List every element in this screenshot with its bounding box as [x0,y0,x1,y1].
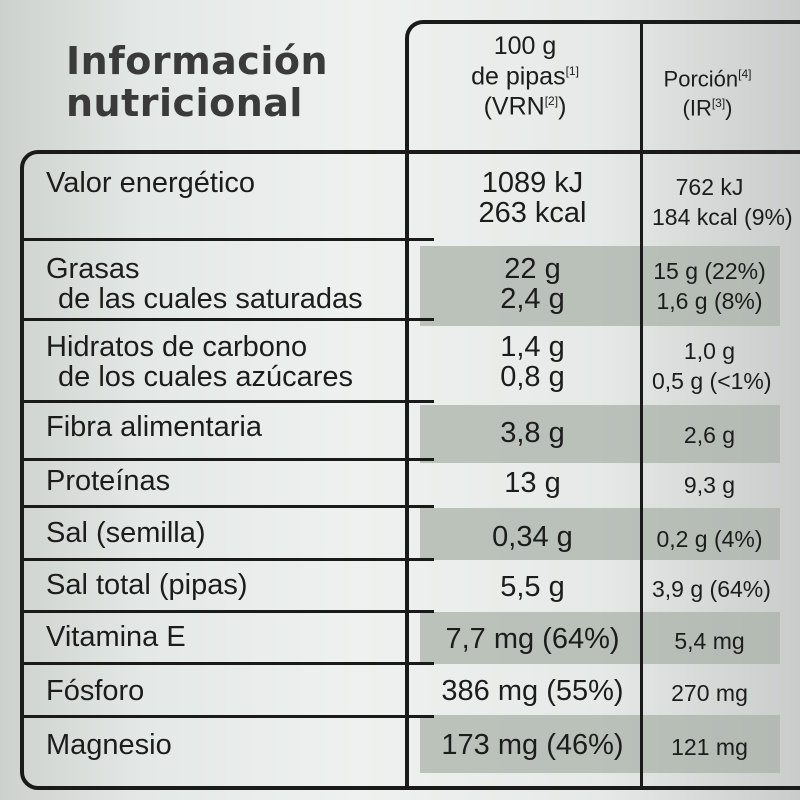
row-value-sal-semilla: 0,34 g [492,521,573,553]
row-divider [24,505,434,508]
col-divider-1 [405,150,409,790]
nutrition-table [20,150,800,790]
row-divider [24,610,434,613]
band-magnesio [420,715,780,773]
col-header-100g: 100 g de pipas[1] (VRN[2]) [471,32,579,121]
row-label-hidratos: Hidratos de carbono de los cuales azúcare… [46,331,353,393]
row-value-grasas: 22 g 2,4 g [500,253,565,315]
row-value-proteinas: 13 g [504,467,561,499]
band-fibra [420,405,780,463]
row-value-magnesio: 173 mg (46%) [441,729,624,761]
row-value-energy: 1089 kJ 263 kcal [478,167,587,229]
row-portion-sal-total: 3,9 g (64%) [652,576,771,602]
col-header-portion: Porción[4] (IR[3]) [663,66,752,121]
row-label-energy: Valor energético [46,167,256,199]
row-divider [24,400,434,403]
row-divider [24,238,434,241]
row-value-hidratos: 1,4 g 0,8 g [500,331,565,393]
row-label-magnesio: Magnesio [46,729,172,761]
row-divider [24,558,434,561]
row-label-grasas: Grasas de las cuales saturadas [46,253,363,315]
row-value-fibra: 3,8 g [500,417,565,449]
row-label-vitamina-e: Vitamina E [46,621,186,653]
row-divider [24,662,434,665]
row-value-vitamina-e: 7,7 mg (64%) [445,623,620,655]
row-label-fibra: Fibra alimentaria [46,411,262,443]
row-label-fosforo: Fósforo [46,675,145,707]
row-portion-hidratos: 1,0 g 0,5 g (<1%) [652,338,772,394]
row-portion-energy: 762 kJ 184 kcal (9%) [652,174,793,230]
band-grasas [420,246,780,326]
row-portion-fibra: 2,6 g [683,422,736,448]
table-title: Información nutricional [66,39,329,125]
row-label-proteinas: Proteínas [46,465,171,497]
row-portion-proteinas: 9,3 g [683,472,736,498]
row-portion-grasas: 15 g (22%) 1,6 g (8%) [653,258,766,314]
row-divider [24,318,434,321]
row-divider [24,715,434,718]
band-sal-semilla [420,508,780,560]
row-label-sal-total: Sal total (pipas) [46,569,248,601]
row-portion-fosforo: 270 mg [671,680,748,706]
header-box [405,20,800,170]
row-portion-vitamina-e: 5,4 mg [674,628,745,654]
row-value-sal-total: 5,5 g [500,571,565,603]
row-portion-magnesio: 121 mg [671,734,748,760]
row-divider [24,458,434,461]
row-portion-sal-semilla: 0,2 g (4%) [656,526,763,552]
row-value-fosforo: 386 mg (55%) [441,675,624,707]
band-vitamina [420,612,780,664]
col-divider-2 [640,22,643,790]
row-label-sal-semilla: Sal (semilla) [46,517,206,549]
